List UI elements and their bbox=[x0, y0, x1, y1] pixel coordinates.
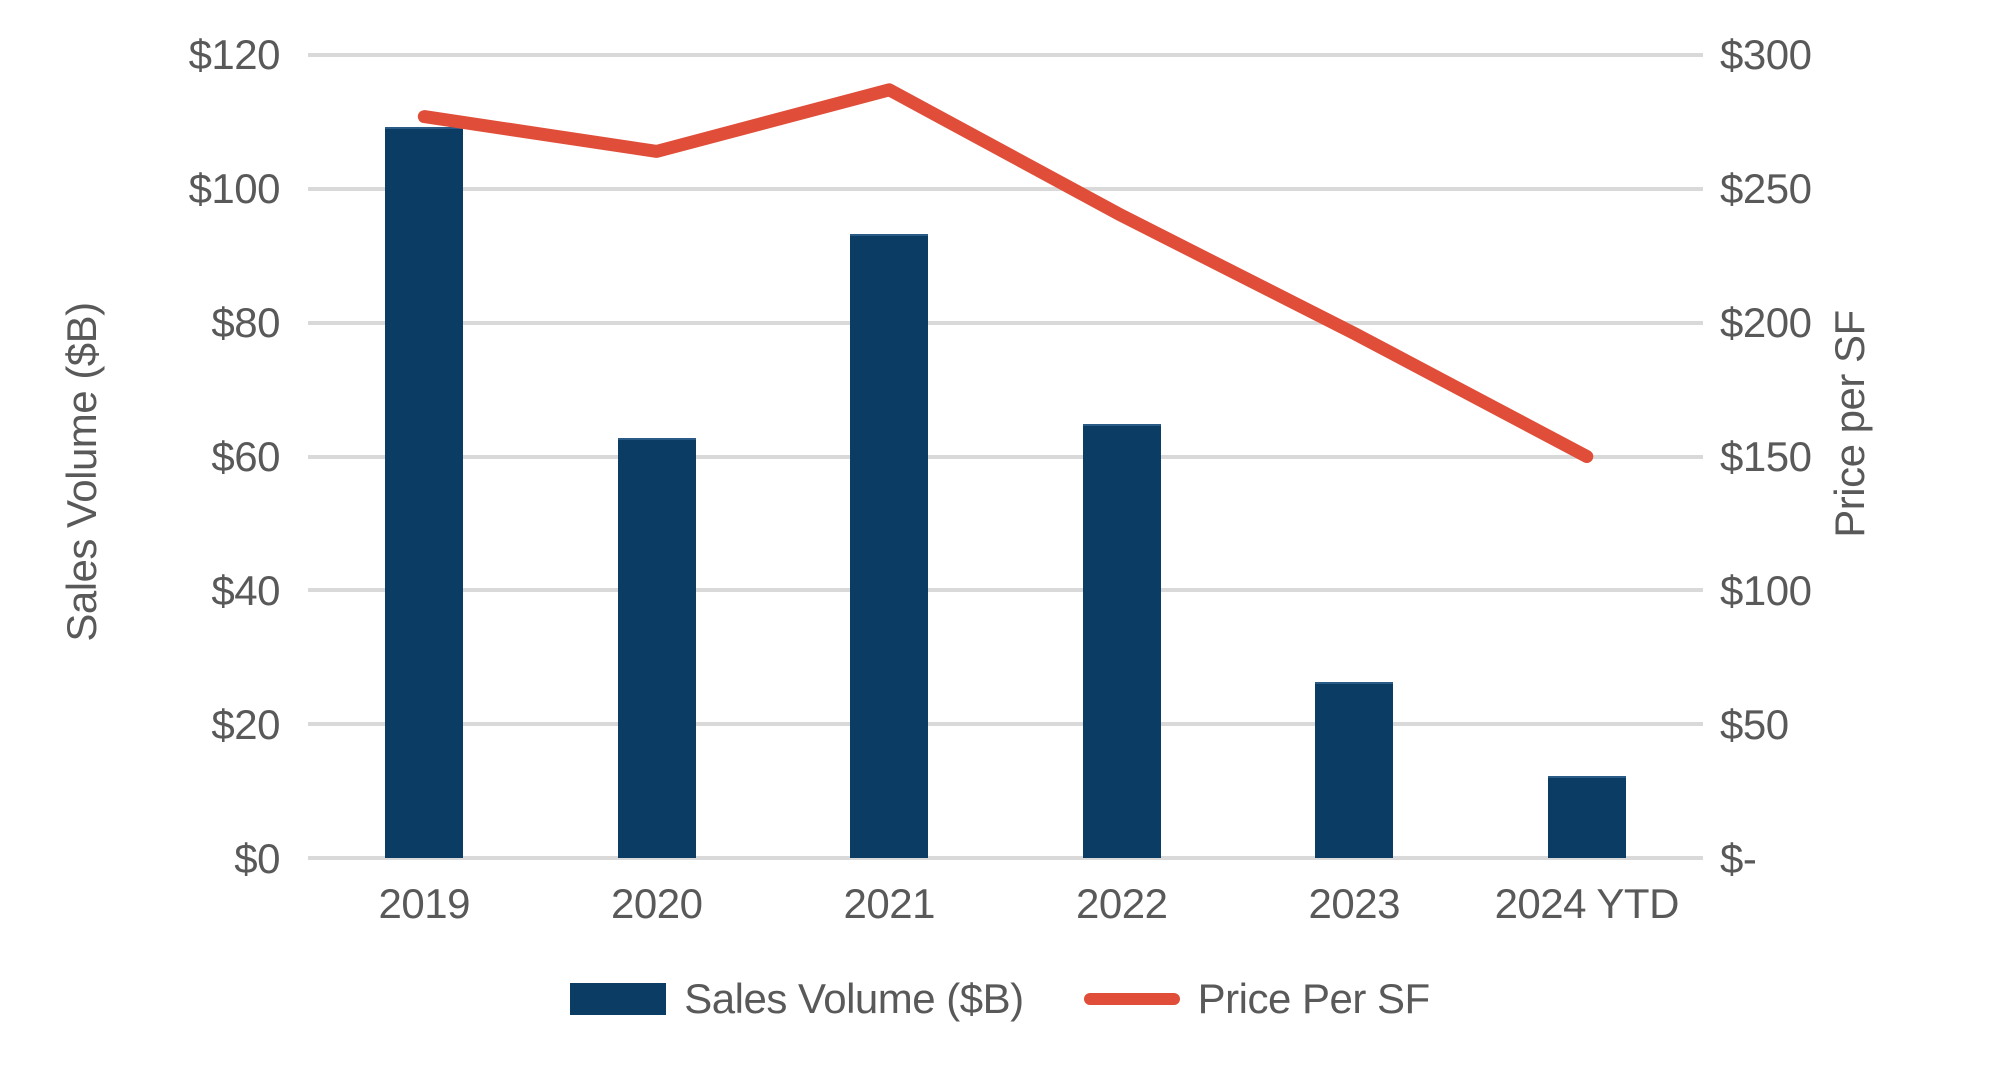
gridline bbox=[308, 53, 1703, 57]
plot-area bbox=[308, 53, 1703, 860]
chart-legend: Sales Volume ($B) Price Per SF bbox=[0, 975, 2000, 1023]
right-axis-tick: $- bbox=[1720, 835, 1757, 882]
price-per-sf-line bbox=[417, 83, 1594, 463]
bar-slot bbox=[773, 55, 1006, 858]
left-axis-tick: $40 bbox=[211, 567, 280, 614]
x-axis-tick: 2021 bbox=[843, 880, 936, 927]
right-axis-ticks: $300 $250 $200 $150 $100 $50 $- bbox=[1720, 0, 1860, 1090]
bar-slot bbox=[1471, 55, 1704, 858]
legend-line-swatch-icon bbox=[1083, 993, 1180, 1005]
right-axis-tick: $150 bbox=[1720, 433, 1812, 480]
bar[interactable] bbox=[1082, 424, 1161, 858]
bar[interactable] bbox=[1315, 682, 1394, 858]
left-axis-title: Sales Volume ($B) bbox=[58, 302, 105, 642]
gridline bbox=[308, 320, 1703, 325]
legend-label: Price Per SF bbox=[1197, 975, 1431, 1022]
right-axis-tick: $200 bbox=[1720, 299, 1812, 346]
right-axis-tick: $100 bbox=[1720, 567, 1812, 614]
legend-label: Sales Volume ($B) bbox=[684, 975, 1024, 1022]
x-axis-tick: 2019 bbox=[378, 880, 471, 927]
bar-series bbox=[308, 55, 1703, 858]
x-axis-ticks: 2019 2020 2021 2022 2023 2024 YTD bbox=[308, 880, 1703, 928]
legend-item[interactable]: Sales Volume ($B) bbox=[570, 975, 1024, 1023]
left-axis-tick: $20 bbox=[211, 701, 280, 748]
x-axis-tick: 2023 bbox=[1308, 880, 1401, 927]
legend-item[interactable]: Price Per SF bbox=[1083, 975, 1431, 1023]
gridline bbox=[308, 588, 1703, 593]
gridline bbox=[308, 856, 1703, 860]
bar[interactable] bbox=[850, 233, 929, 858]
bar-slot bbox=[541, 55, 774, 858]
bar-slot bbox=[308, 55, 541, 858]
left-axis-tick: $60 bbox=[211, 433, 280, 480]
right-axis-tick: $250 bbox=[1720, 165, 1812, 212]
left-axis-tick: $120 bbox=[188, 31, 281, 78]
gridline bbox=[308, 722, 1703, 727]
left-axis-tick: $100 bbox=[188, 165, 281, 212]
bar-slot bbox=[1006, 55, 1239, 858]
left-axis-tick: $80 bbox=[211, 299, 280, 346]
left-axis-tick: $0 bbox=[234, 835, 280, 882]
left-axis-ticks: $120 $100 $80 $60 $40 $20 $0 bbox=[140, 0, 281, 1090]
gridline bbox=[308, 186, 1703, 191]
gridline bbox=[308, 454, 1703, 459]
bar[interactable] bbox=[1547, 775, 1626, 858]
bar[interactable] bbox=[617, 437, 696, 858]
line-series bbox=[417, 83, 1594, 463]
right-axis-tick: $300 bbox=[1720, 31, 1812, 78]
bar-slot bbox=[1238, 55, 1471, 858]
bar[interactable] bbox=[385, 126, 464, 858]
right-axis-tick: $50 bbox=[1720, 701, 1789, 748]
x-axis-tick: 2022 bbox=[1076, 880, 1168, 927]
legend-bar-swatch-icon bbox=[570, 983, 667, 1015]
x-axis-tick: 2020 bbox=[611, 880, 703, 927]
x-axis-tick: 2024 YTD bbox=[1494, 880, 1680, 927]
